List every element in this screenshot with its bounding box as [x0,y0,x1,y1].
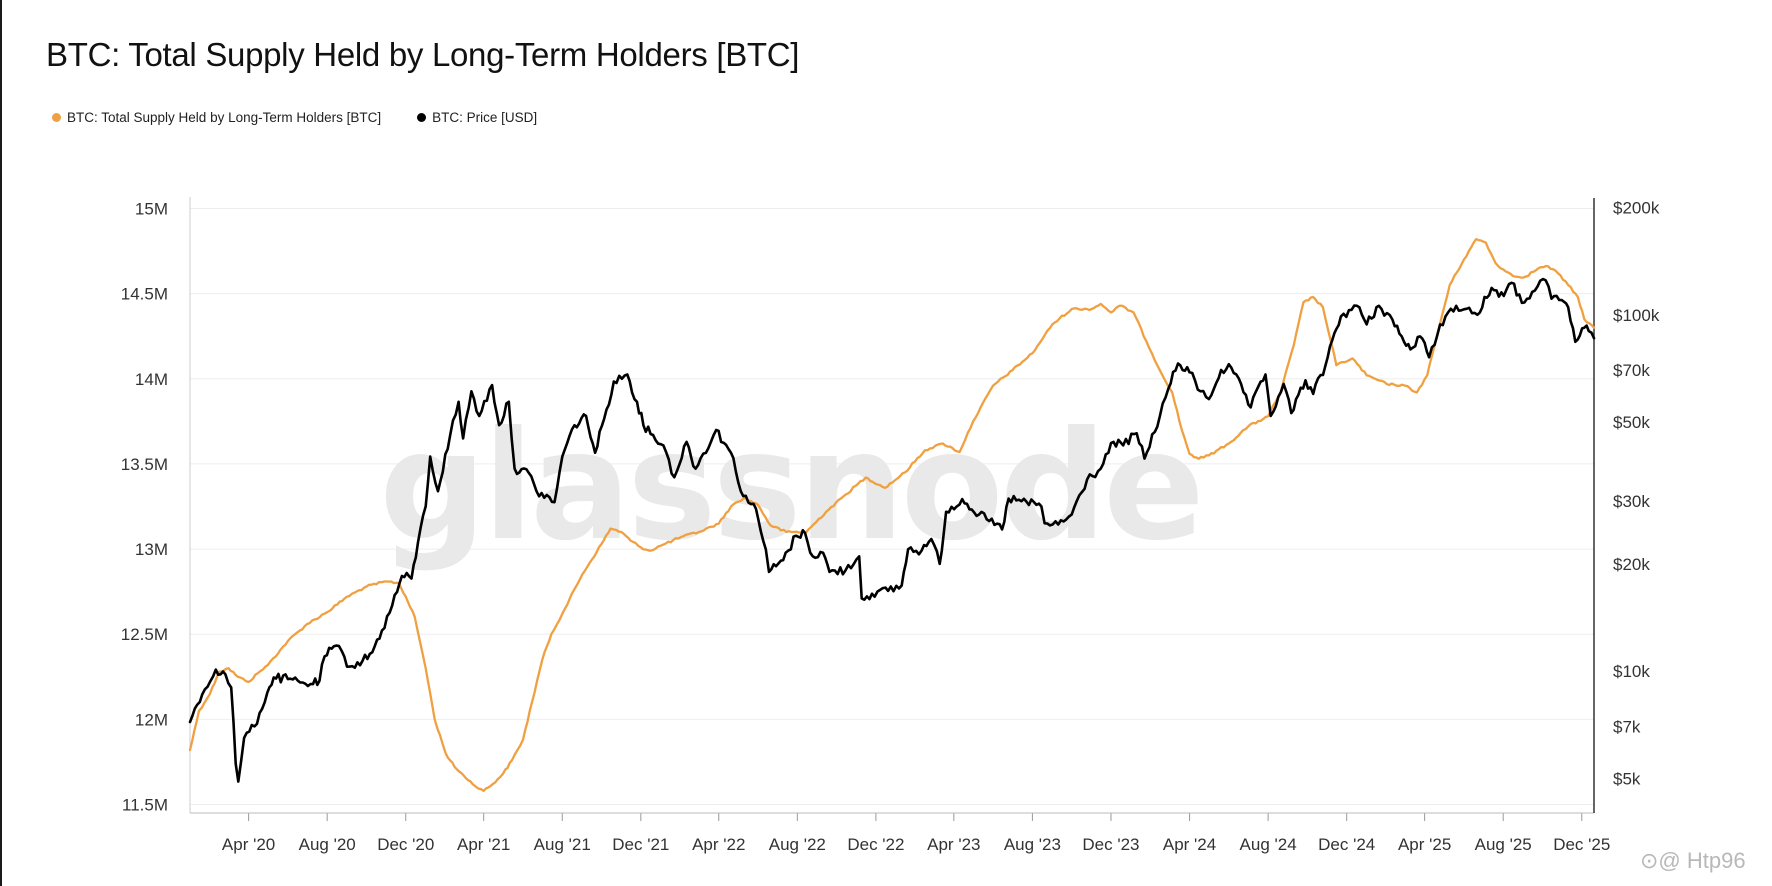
y-left-tick-label: 11.5M [122,795,168,814]
x-tick-label: Dec '25 [1553,835,1610,854]
y-right-tick-label: $50k [1613,413,1650,432]
series-lines [188,238,1596,793]
y-right-tick-label: $10k [1613,662,1650,681]
chart-title: BTC: Total Supply Held by Long-Term Hold… [46,36,800,73]
x-tick-label: Dec '23 [1082,835,1139,854]
axes [189,197,1595,821]
x-tick-label: Dec '21 [612,835,669,854]
legend-item-lth-supply[interactable]: BTC: Total Supply Held by Long-Term Hold… [52,110,381,125]
x-tick-label: Aug '22 [769,835,826,854]
y-right-tick-label: $20k [1613,555,1650,574]
x-tick-label: Aug '24 [1240,835,1297,854]
y-right-tick-label: $100k [1613,306,1660,325]
x-tick-label: Dec '24 [1318,835,1375,854]
window-edge [0,0,2,886]
x-tick-label: Aug '23 [1004,835,1061,854]
footer-watermark: ⊙@ Htp96 [1640,848,1746,873]
y-right-tick-label: $30k [1613,492,1650,511]
gridlines [190,208,1594,805]
chart-legend: BTC: Total Supply Held by Long-Term Hold… [52,110,573,125]
y-left-tick-label: 15M [135,200,168,219]
x-tick-label: Aug '20 [299,835,356,854]
y-left-tick-label: 13M [135,540,168,559]
x-tick-label: Aug '21 [534,835,591,854]
x-tick-label: Apr '22 [692,835,745,854]
y-right-tick-label: $200k [1613,199,1660,218]
x-tick-label: Aug '25 [1475,835,1532,854]
series-line-price [188,277,1596,783]
x-tick-label: Dec '20 [377,835,434,854]
x-tick-label: Apr '20 [222,835,275,854]
y-left-tick-label: 14M [135,370,168,389]
legend-dot-lth-supply [52,113,61,122]
y-left-tick-label: 14.5M [121,285,168,304]
x-tick-label: Apr '24 [1163,835,1216,854]
y-right-tick-label: $70k [1613,361,1650,380]
legend-dot-price [417,113,427,122]
y-right-tick-label: $7k [1613,717,1641,736]
series-line-lth-supply [188,238,1596,793]
y-left-tick-label: 13.5M [121,455,168,474]
legend-label-lth-supply: BTC: Total Supply Held by Long-Term Hold… [67,110,382,125]
legend-item-price[interactable]: BTC: Price [USD] [417,110,537,125]
x-tick-label: Apr '23 [927,835,980,854]
y-right-tick-label: $5k [1613,769,1641,788]
x-tick-label: Apr '25 [1398,835,1451,854]
x-tick-label: Apr '21 [457,835,510,854]
tick-labels: 11.5M 12M 12.5M 13M 13.5M 14M 14.5M 15M $5k $7k $1… [121,199,1660,854]
x-tick-label: Dec '22 [847,835,904,854]
legend-label-price: BTC: Price [USD] [432,110,538,125]
y-left-tick-label: 12.5M [121,625,168,644]
y-left-tick-label: 12M [135,710,168,729]
